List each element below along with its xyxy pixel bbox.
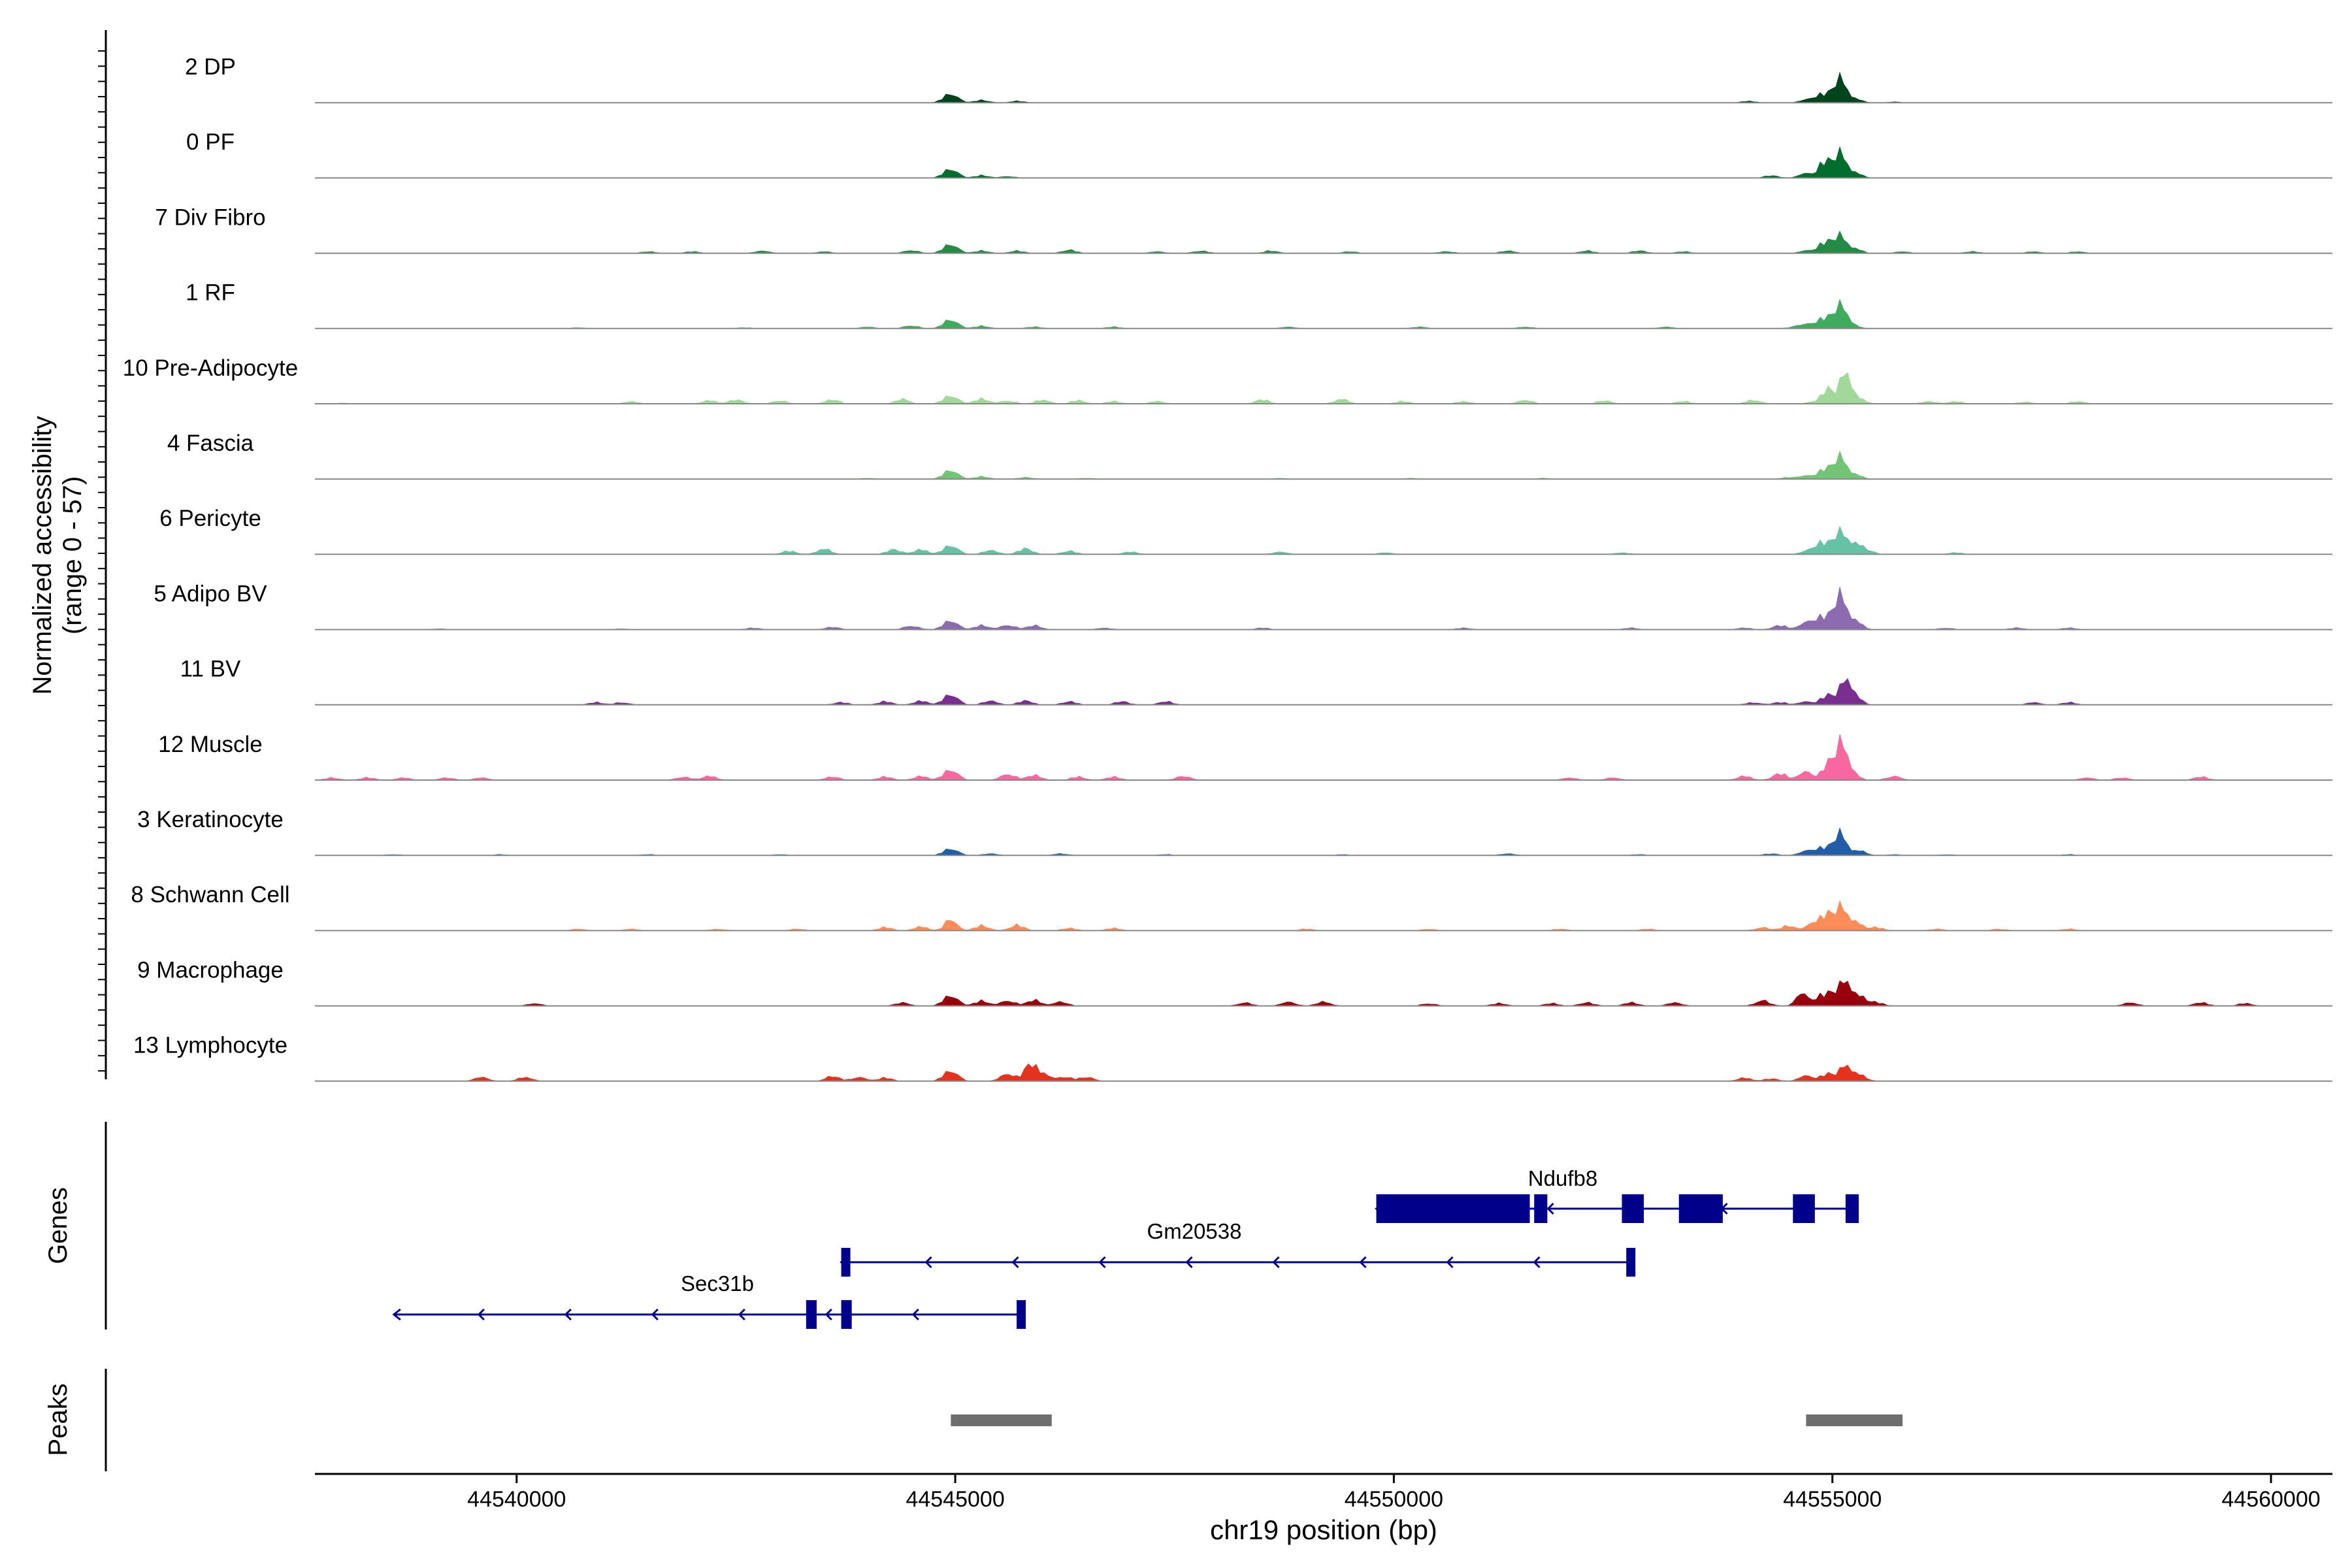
genes-panel-label: Genes <box>44 1187 73 1264</box>
track-label: 0 PF <box>186 129 235 155</box>
track-label: 2 DP <box>185 54 236 80</box>
coverage-area <box>315 230 2332 253</box>
track-label: 7 Div Fibro <box>155 204 265 230</box>
track-4: 10 Pre-Adipocyte <box>123 355 2332 404</box>
coverage-area <box>315 372 2332 404</box>
track-label: 3 Keratinocyte <box>137 807 284 832</box>
coverage-area <box>315 734 2332 781</box>
coverage-area <box>315 1063 2332 1082</box>
exon <box>1017 1300 1026 1329</box>
track-12: 9 Macrophage <box>137 957 2332 1007</box>
exon <box>1622 1194 1644 1223</box>
strand-arrow <box>564 1308 572 1321</box>
gene-Gm20538: Gm20538 <box>840 1219 1636 1277</box>
track-8: 11 BV <box>180 657 2332 706</box>
strand-arrow <box>1098 1256 1106 1269</box>
coverage-area <box>315 678 2332 706</box>
exon <box>841 1248 851 1277</box>
strand-arrow <box>392 1308 401 1321</box>
strand-arrow <box>924 1256 932 1269</box>
coverage-area <box>315 587 2332 630</box>
track-6: 6 Pericyte <box>159 506 2332 555</box>
exon <box>1845 1194 1859 1223</box>
coverage-tracks: 2 DP 0 PF 7 Div Fibro 1 RF 10 Pre-Adipocyte 4… <box>123 54 2332 1082</box>
track-label: 10 Pre-Adipocyte <box>123 355 298 381</box>
exon <box>1626 1248 1636 1277</box>
coverage-area <box>315 525 2332 555</box>
coverage-area <box>315 450 2332 480</box>
x-tick-label: 44555000 <box>1783 1487 1882 1512</box>
peak-bar <box>951 1414 1052 1426</box>
track-label: 4 Fascia <box>167 431 254 456</box>
exon <box>1534 1194 1548 1223</box>
x-tick-label: 44560000 <box>2221 1487 2320 1512</box>
track-0: 2 DP <box>185 54 2332 104</box>
exon <box>841 1300 852 1329</box>
exon <box>1376 1194 1530 1223</box>
track-label: 9 Macrophage <box>137 957 284 983</box>
strand-arrow <box>1359 1256 1367 1269</box>
track-3: 1 RF <box>186 280 2332 329</box>
track-label: 5 Adipo BV <box>154 581 267 606</box>
gene-annotation: Ndufb8 Gm20538 Sec31b <box>392 1166 1859 1329</box>
coverage-area <box>315 71 2332 103</box>
y-axis-title-line1: Normalized accessibility <box>28 416 57 695</box>
y-axis-title-line2: (range 0 - 57) <box>58 476 87 634</box>
strand-arrow <box>651 1308 659 1321</box>
track-11: 8 Schwann Cell <box>131 882 2332 932</box>
strand-arrow <box>477 1308 485 1321</box>
exon <box>806 1300 817 1329</box>
gene-label: Gm20538 <box>1147 1219 1242 1243</box>
track-13: 13 Lymphocyte <box>133 1033 2332 1082</box>
coverage-y-ticks <box>98 50 106 1072</box>
y-axis-title: Normalized accessibility (range 0 - 57) <box>28 416 87 695</box>
strand-arrow <box>1272 1256 1280 1269</box>
coverage-area <box>315 299 2332 329</box>
x-axis-title: chr19 position (bp) <box>1210 1514 1437 1545</box>
strand-arrow <box>1446 1256 1454 1269</box>
gene-Ndufb8: Ndufb8 <box>1375 1166 1859 1223</box>
strand-arrow <box>911 1308 919 1321</box>
strand-arrow <box>1533 1256 1541 1269</box>
x-tick-label: 44545000 <box>906 1487 1004 1512</box>
track-5: 4 Fascia <box>167 431 2332 480</box>
track-10: 3 Keratinocyte <box>137 807 2332 857</box>
gene-Sec31b: Sec31b <box>392 1271 1026 1329</box>
gene-label: Sec31b <box>681 1271 754 1296</box>
peak-regions <box>951 1414 1903 1426</box>
track-9: 12 Muscle <box>158 732 2332 781</box>
strand-arrow <box>1185 1256 1193 1269</box>
track-label: 13 Lymphocyte <box>133 1033 287 1058</box>
track-label: 6 Pericyte <box>159 506 261 531</box>
strand-arrow <box>1011 1256 1019 1269</box>
track-label: 11 BV <box>180 657 241 682</box>
coverage-area <box>315 827 2332 856</box>
x-tick-label: 44550000 <box>1345 1487 1443 1512</box>
coverage-area <box>315 980 2332 1007</box>
x-axis-ticks: 44540000 44545000 44550000 44555000 44560000 <box>467 1474 2321 1512</box>
x-tick-label: 44540000 <box>467 1487 566 1512</box>
coverage-area <box>315 900 2332 931</box>
peak-bar <box>1806 1414 1903 1426</box>
track-label: 8 Schwann Cell <box>131 882 289 907</box>
strand-arrow <box>1546 1202 1554 1215</box>
strand-arrow <box>825 1308 832 1321</box>
exon <box>1793 1194 1815 1223</box>
track-7: 5 Adipo BV <box>154 581 2332 630</box>
coverage-area <box>315 146 2332 178</box>
track-label: 1 RF <box>186 280 235 306</box>
strand-arrow <box>738 1308 745 1321</box>
track-label: 12 Muscle <box>158 732 263 757</box>
peaks-panel-label: Peaks <box>44 1383 73 1456</box>
exon <box>1678 1194 1723 1223</box>
track-1: 0 PF <box>186 129 2332 179</box>
track-2: 7 Div Fibro <box>155 204 2332 254</box>
gene-label: Ndufb8 <box>1528 1166 1597 1190</box>
